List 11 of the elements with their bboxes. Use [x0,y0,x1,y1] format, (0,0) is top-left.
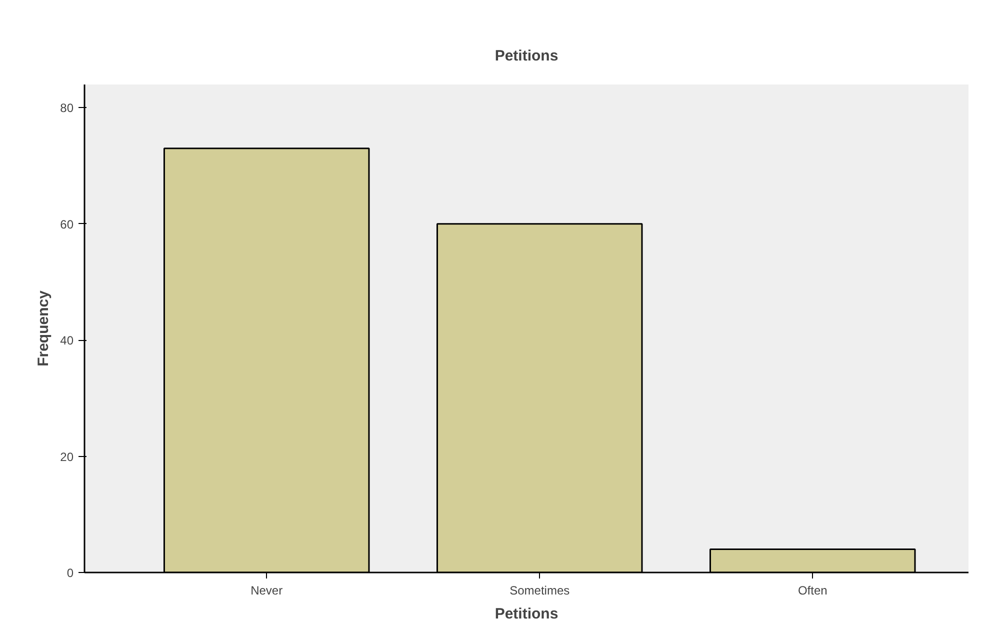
y-tick-label: 20 [60,450,74,464]
y-axis-title: Frequency [35,290,52,366]
x-axis-title: Petitions [494,606,558,622]
y-tick-label: 40 [60,334,74,348]
x-tick-label: Never [250,584,283,598]
chart-title: Petitions [494,48,558,64]
y-tick-label: 0 [66,566,74,580]
y-tick-label: 80 [60,101,74,116]
y-tick-label: 60 [60,217,74,232]
x-tick-label: Sometimes [510,584,570,598]
x-tick-label: Often [798,584,828,598]
